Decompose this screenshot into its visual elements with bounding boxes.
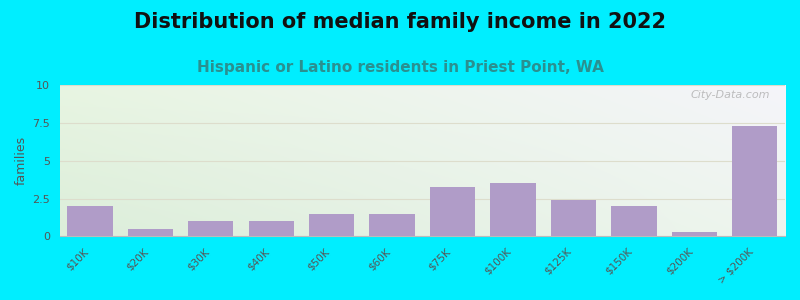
Bar [430, 187, 475, 236]
Bar [490, 183, 536, 236]
Text: Hispanic or Latino residents in Priest Point, WA: Hispanic or Latino residents in Priest P… [197, 60, 603, 75]
Bar [370, 214, 414, 236]
Bar [67, 206, 113, 236]
Bar [249, 221, 294, 236]
Bar [128, 229, 173, 236]
Bar [732, 126, 778, 236]
Text: City-Data.com: City-Data.com [691, 89, 770, 100]
Y-axis label: families: families [15, 136, 28, 185]
Bar [309, 214, 354, 236]
Bar [672, 232, 717, 236]
Text: Distribution of median family income in 2022: Distribution of median family income in … [134, 12, 666, 32]
Bar [188, 221, 234, 236]
Bar [611, 206, 657, 236]
Bar [550, 200, 596, 236]
